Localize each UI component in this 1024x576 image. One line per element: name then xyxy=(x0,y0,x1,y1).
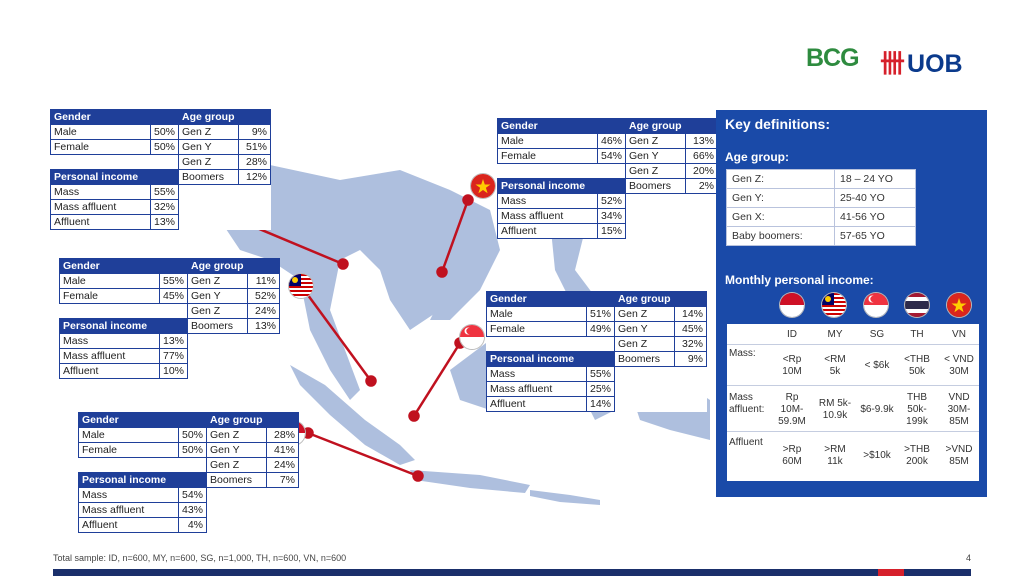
gender-header: Gender xyxy=(77,412,208,428)
sample-footnote: Total sample: ID, n=600, MY, n=600, SG, … xyxy=(53,553,347,563)
income-title: Monthly personal income: xyxy=(725,273,874,287)
age-group-header: Age group xyxy=(614,291,708,307)
column-header: ID xyxy=(787,329,797,340)
table-row: Mass 52% xyxy=(497,193,718,209)
table-row: Affluent 10% xyxy=(59,363,280,379)
vietnam-connector-end xyxy=(436,266,448,278)
personal-income-header: Personal income xyxy=(58,318,189,334)
table-row: Mass affluent 34% xyxy=(497,208,718,224)
vietnam-demographics-table: Gender Age group Male 46% Gen Z 13% Female 54… xyxy=(496,118,719,239)
vietnam-connector xyxy=(440,199,470,273)
singapore-flag-icon xyxy=(460,325,484,349)
vietnam-connector-start xyxy=(462,194,474,206)
malaysia-connector xyxy=(300,286,373,382)
java-landmass xyxy=(410,470,530,493)
key-definitions-title: Key definitions: xyxy=(725,116,831,132)
thailand-connector-end xyxy=(337,258,349,270)
column-header: SG xyxy=(869,329,885,340)
table-row: Mass affluent 43% xyxy=(78,502,299,518)
indonesia-demographics-table: Gender Age group Male 50% Gen Z 28% Female 50… xyxy=(77,412,300,533)
malaysia-flag-icon xyxy=(289,274,313,298)
table-row: Female 49% Gen Y 45% xyxy=(486,321,708,337)
income-definitions-table: ID MY SG TH VN Mass: <Rp 10M <RM 5k < $6… xyxy=(727,324,979,481)
uob-mark-icon: 卌 xyxy=(880,50,906,78)
singapore-connector xyxy=(412,342,462,417)
table-row: Mass 55% xyxy=(486,366,707,382)
table-row: Gen Z 20% xyxy=(498,163,719,179)
singapore-connector-end xyxy=(408,410,420,422)
footer-bar xyxy=(53,569,971,576)
table-row: Gen Z 24% xyxy=(79,457,300,473)
malaysia-flag-icon xyxy=(822,293,846,317)
personal-income-header: Personal income xyxy=(485,351,616,367)
mass-label: Mass: xyxy=(729,348,756,359)
vietnam-flag-icon xyxy=(471,174,495,198)
personal-income-header: Personal income xyxy=(496,178,627,194)
age-group-header: Age group xyxy=(206,412,300,428)
singapore-demographics-table: Gender Age group Male 51% Gen Z 14% Female 49… xyxy=(485,291,708,412)
age-group-header: Age group xyxy=(625,118,719,134)
personal-income-header: Personal income xyxy=(77,472,208,488)
column-header: VN xyxy=(952,329,966,340)
vietnam-landmass xyxy=(430,190,500,320)
vietnam-flag-icon xyxy=(947,293,971,317)
footer-bar-accent xyxy=(878,569,904,576)
table-row: Gen Y: 25-40 YO xyxy=(726,188,916,208)
table-row: Mass affluent 32% xyxy=(50,199,271,215)
gender-header: Gender xyxy=(58,258,189,274)
table-row: Male 51% Gen Z 14% xyxy=(486,306,708,322)
table-row: Male 50% Gen Z 9% xyxy=(50,124,272,140)
age-group-header: Age group xyxy=(187,258,281,274)
table-row: Mass 54% xyxy=(78,487,299,503)
age-group-header: Age group xyxy=(178,109,272,125)
indonesia-flag-icon xyxy=(780,293,804,317)
column-header: MY xyxy=(827,329,843,340)
table-row: Female 45% Gen Y 52% xyxy=(59,288,281,304)
personal-income-header: Personal income xyxy=(49,169,180,185)
table-row: Female 54% Gen Y 66% xyxy=(497,148,719,164)
gender-header: Gender xyxy=(485,291,616,307)
table-row: Mass affluent 77% xyxy=(59,348,280,364)
lesser-sunda-landmass xyxy=(530,490,600,505)
gender-header: Gender xyxy=(49,109,180,125)
table-row: Gen Z: 18 – 24 YO xyxy=(726,169,916,189)
table-row: Affluent 4% xyxy=(78,517,299,533)
mass-affluent-label: Mass affluent: xyxy=(729,392,765,415)
table-row: Male 55% Gen Z 11% xyxy=(59,273,281,289)
table-row: Female 50% Gen Y 41% xyxy=(78,442,300,458)
thailand-demographics-table: Gender Age group Male 50% Gen Z 9% Female 50%… xyxy=(49,109,272,230)
table-row: Gen X: 41-56 YO xyxy=(726,207,916,227)
table-row: Female 50% Gen Y 51% xyxy=(50,139,272,155)
malaysia-demographics-table: Gender Age group Male 55% Gen Z 11% Female 45… xyxy=(58,258,281,379)
gender-header: Gender xyxy=(496,118,627,134)
table-row: Mass affluent 25% xyxy=(486,381,707,397)
indonesia-connector-end xyxy=(412,470,424,482)
table-row: Male 50% Gen Z 28% xyxy=(78,427,300,443)
table-row: Baby boomers: 57-65 YO xyxy=(726,226,916,246)
table-row: Affluent 14% xyxy=(486,396,707,412)
affluent-label: Affluent xyxy=(729,437,763,448)
page-number: 4 xyxy=(966,553,972,563)
uob-logo-text: UOB xyxy=(907,50,963,78)
column-header: TH xyxy=(910,329,924,340)
malaysia-connector-end xyxy=(365,375,377,387)
bcg-logo: BCG xyxy=(806,44,860,72)
table-row: Gen Z 28% xyxy=(51,154,272,170)
age-group-title: Age group: xyxy=(725,150,789,164)
sumatra-landmass xyxy=(290,365,415,465)
table-row: Male 46% Gen Z 13% xyxy=(497,133,719,149)
table-row: Mass 13% xyxy=(59,333,280,349)
table-row: Affluent 13% xyxy=(50,214,271,230)
age-definitions-table: Gen Z: 18 – 24 YO Gen Y: 25-40 YO Gen X: 41… xyxy=(726,169,916,246)
thailand-flag-icon xyxy=(905,293,929,317)
indonesia-connector xyxy=(307,431,419,478)
table-row: Affluent 15% xyxy=(497,223,718,239)
table-row: Gen Z 32% xyxy=(487,336,708,352)
uob-logo: 卌UOB xyxy=(880,44,963,80)
table-row: Gen Z 24% xyxy=(60,303,281,319)
table-row: Mass 55% xyxy=(50,184,271,200)
singapore-flag-icon xyxy=(864,293,888,317)
